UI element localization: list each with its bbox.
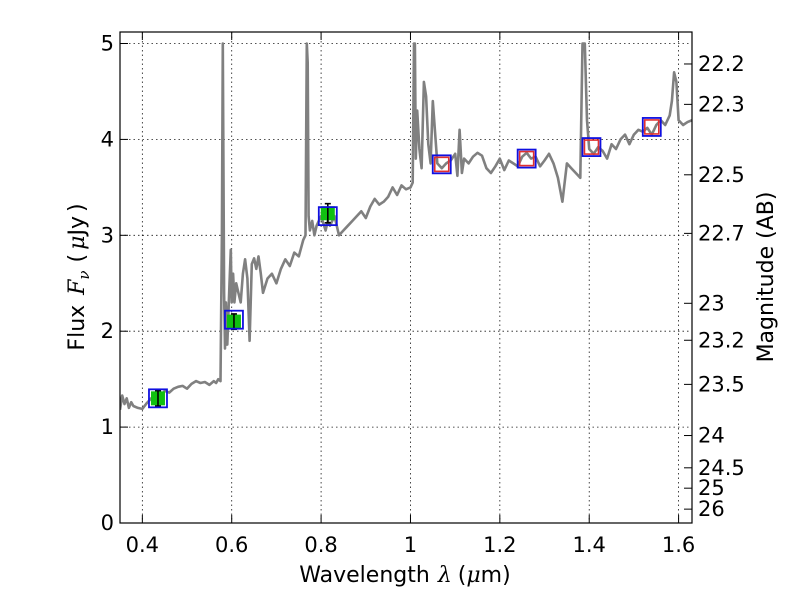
magnitude-tick-label: 24.5: [698, 456, 745, 480]
y-axis-label: FluxFν(μJy): [65, 203, 93, 350]
magnitude-tick-label: 26: [698, 497, 725, 521]
magnitude-tick-label: 22.7: [698, 221, 745, 245]
y-tick-label: 0: [101, 511, 114, 535]
x-tick-label: 1.2: [483, 533, 516, 557]
model-photometry-box: [641, 117, 662, 137]
plot-frame: [119, 31, 693, 524]
x-tick-label: 1.6: [662, 533, 695, 557]
model-spectrum-line: [120, 42, 692, 411]
data-series: [120, 42, 692, 411]
axis-ticks: 0.4 0.6 0.8 1 1.2 1.4 1.601234522.222.322.522.…: [101, 32, 745, 557]
y-tick-label: 1: [101, 415, 114, 439]
plot-area: [120, 42, 692, 411]
y-tick-label: 4: [101, 127, 114, 151]
predicted-flux-marker: [518, 150, 535, 167]
predicted-flux-marker: [433, 156, 450, 173]
magnitude-tick-label: 23: [698, 291, 725, 315]
model-photometry-box: [581, 137, 602, 157]
magnitude-tick-label: 24: [698, 424, 725, 448]
magnitude-tick-label: 22.2: [698, 52, 745, 76]
magnitude-tick-label: 23.5: [698, 372, 745, 396]
model-photometry-box: [431, 154, 452, 175]
x-tick-label: 1.4: [573, 533, 606, 557]
magnitude-tick-label: 25: [698, 476, 725, 500]
magnitude-tick-label: 22.5: [698, 163, 745, 187]
grid: [120, 32, 692, 524]
x-tick-label: 0.8: [304, 533, 337, 557]
y-tick-label: 2: [101, 319, 114, 343]
x-tick-label: 1: [404, 533, 417, 557]
x-tick-label: 0.4: [126, 533, 159, 557]
predicted-flux-marker: [583, 139, 600, 155]
magnitude-tick-label: 23.2: [698, 328, 745, 352]
model-photometry-box: [148, 388, 168, 409]
model-photometry-box: [317, 206, 338, 227]
x-tick-label: 0.6: [215, 533, 248, 557]
y-tick-label: 3: [101, 223, 114, 247]
magnitude-tick-label: 22.3: [698, 92, 745, 116]
predicted-flux-marker: [643, 119, 660, 135]
model-photometry-box: [516, 148, 537, 169]
y-tick-label: 5: [101, 32, 114, 56]
x-axis-label: Wavelength λ (μm): [299, 563, 510, 588]
model-photometry-box: [224, 309, 244, 330]
magnitude-axis-label: Magnitude (AB): [754, 192, 779, 363]
